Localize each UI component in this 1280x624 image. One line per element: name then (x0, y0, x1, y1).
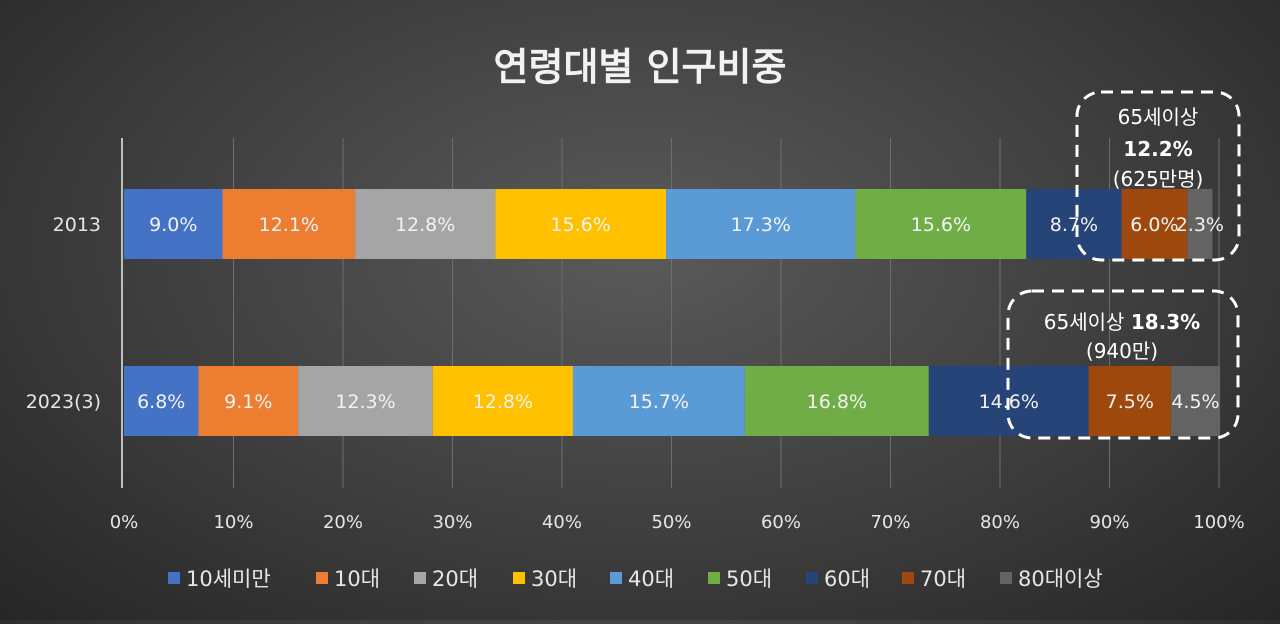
callout-value: 12.2% (1123, 137, 1192, 161)
bar-segment (572, 366, 745, 436)
callout-label: 65세이상 (1044, 310, 1131, 334)
data-label: 9.0% (149, 214, 197, 236)
legend-label: 30대 (531, 567, 577, 591)
legend: 10세미만 10대 20대 30대 40대 50대 60대 70대 80대이상 (168, 567, 1103, 591)
bar-segment (432, 366, 573, 436)
bar-segment (1088, 366, 1171, 436)
legend-swatch (610, 572, 622, 584)
legend-label: 70대 (920, 567, 966, 591)
legend-label: 20대 (432, 567, 478, 591)
x-tick-label: 10% (213, 512, 253, 533)
legend-label: 60대 (824, 567, 870, 591)
data-label: 15.6% (911, 214, 971, 236)
bar-segment (495, 189, 667, 259)
data-label: 12.1% (259, 214, 319, 236)
bar-segment (222, 189, 356, 259)
legend-label: 80대이상 (1018, 567, 1103, 591)
bar-segment (198, 366, 299, 436)
bar-segment (1170, 366, 1221, 436)
legend-swatch (1000, 572, 1012, 584)
legend-swatch (806, 572, 818, 584)
legend-label: 10세미만 (186, 567, 271, 591)
chart-title: 연령대별 인구비중 (494, 45, 787, 89)
data-label: 16.8% (807, 391, 867, 413)
x-tick-label: 90% (1089, 512, 1129, 533)
data-label: 4.5% (1171, 391, 1219, 413)
legend-swatch (513, 572, 525, 584)
x-tick-label: 40% (542, 512, 582, 533)
x-tick-label: 70% (870, 512, 910, 533)
x-tick-label: 30% (432, 512, 472, 533)
callout-label: 65세이상 18.3% (1044, 310, 1200, 334)
bar-segment (666, 189, 856, 259)
x-tick-label: 20% (323, 512, 363, 533)
bar-segment (1026, 189, 1122, 259)
data-label: 9.1% (224, 391, 272, 413)
bar-segment (124, 189, 223, 259)
callout-value: 18.3% (1131, 310, 1200, 334)
x-tick-label: 100% (1193, 512, 1244, 533)
bar-segment (298, 366, 433, 436)
bar-segment (855, 189, 1027, 259)
data-label: 8.7% (1050, 214, 1098, 236)
legend-label: 50대 (726, 567, 772, 591)
bar-segment (744, 366, 929, 436)
callout-box (1006, 289, 1240, 440)
x-axis: 0% 10% 20% 30% 40% 50% 60% 70% 80% 90% 100% (110, 138, 1245, 533)
callout-label: 65세이상 (1118, 105, 1199, 129)
data-label: 12.3% (335, 391, 395, 413)
legend-swatch (708, 572, 720, 584)
bar-segment (1187, 189, 1213, 259)
data-label: 17.3% (731, 214, 791, 236)
category-label: 2013 (53, 214, 101, 236)
data-label: 6.8% (137, 391, 185, 413)
data-label: 15.6% (550, 214, 610, 236)
bar-segment (355, 189, 496, 259)
callouts: 65세이상 12.2% (625만명) 65세이상 18.3% (940만) (1006, 90, 1241, 440)
legend-label: 40대 (628, 567, 674, 591)
x-tick-label: 0% (110, 512, 139, 533)
data-label: 7.5% (1106, 391, 1154, 413)
data-label: 12.8% (395, 214, 455, 236)
x-tick-label: 50% (651, 512, 691, 533)
data-label: 12.8% (473, 391, 533, 413)
legend-swatch (316, 572, 328, 584)
callout-box (1075, 90, 1241, 262)
bar-segment (124, 366, 199, 436)
data-label: 2.3% (1176, 214, 1224, 236)
legend-swatch (414, 572, 426, 584)
bars: 9.0% 12.1% 12.8% 15.6% 17.3% 15.6% 8.7% 6.0%2.3… (124, 189, 1224, 436)
legend-label: 10대 (334, 567, 380, 591)
category-label: 2023(3) (26, 391, 101, 413)
legend-swatch (902, 572, 914, 584)
data-label: 15.7% (629, 391, 689, 413)
callout-sublabel: (625만명) (1113, 167, 1204, 191)
legend-swatch (168, 572, 180, 584)
bar-segment (1121, 189, 1188, 259)
x-tick-label: 60% (761, 512, 801, 533)
category-axis: 2013 2023(3) (26, 214, 101, 413)
data-label: 6.0% (1130, 214, 1178, 236)
x-tick-label: 80% (980, 512, 1020, 533)
callout-sublabel: (940만) (1086, 339, 1158, 363)
